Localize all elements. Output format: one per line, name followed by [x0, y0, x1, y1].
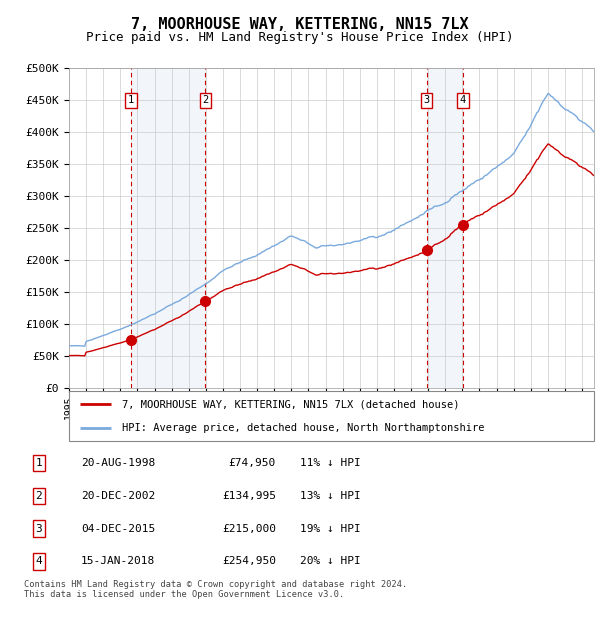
Text: 15-JAN-2018: 15-JAN-2018	[81, 556, 155, 567]
Text: 20% ↓ HPI: 20% ↓ HPI	[300, 556, 361, 567]
Bar	[131, 68, 205, 388]
Text: £215,000: £215,000	[222, 523, 276, 534]
Text: 2: 2	[35, 490, 43, 501]
Text: 20-AUG-1998: 20-AUG-1998	[81, 458, 155, 468]
Text: 2: 2	[202, 95, 208, 105]
Text: 4: 4	[35, 556, 43, 567]
Text: 04-DEC-2015: 04-DEC-2015	[81, 523, 155, 534]
Text: £74,950: £74,950	[229, 458, 276, 468]
Text: Price paid vs. HM Land Registry's House Price Index (HPI): Price paid vs. HM Land Registry's House …	[86, 31, 514, 44]
Text: 7, MOORHOUSE WAY, KETTERING, NN15 7LX (detached house): 7, MOORHOUSE WAY, KETTERING, NN15 7LX (d…	[121, 399, 459, 409]
Text: 3: 3	[35, 523, 43, 534]
Text: 4: 4	[460, 95, 466, 105]
Text: £134,995: £134,995	[222, 490, 276, 501]
Text: 11% ↓ HPI: 11% ↓ HPI	[300, 458, 361, 468]
FancyBboxPatch shape	[69, 391, 594, 441]
Text: 3: 3	[424, 95, 430, 105]
Bar	[427, 68, 463, 388]
Text: Contains HM Land Registry data © Crown copyright and database right 2024.
This d: Contains HM Land Registry data © Crown c…	[24, 580, 407, 599]
Text: 13% ↓ HPI: 13% ↓ HPI	[300, 490, 361, 501]
Text: 1: 1	[128, 95, 134, 105]
Text: HPI: Average price, detached house, North Northamptonshire: HPI: Average price, detached house, Nort…	[121, 423, 484, 433]
Text: £254,950: £254,950	[222, 556, 276, 567]
Text: 19% ↓ HPI: 19% ↓ HPI	[300, 523, 361, 534]
Text: 1: 1	[35, 458, 43, 468]
Text: 20-DEC-2002: 20-DEC-2002	[81, 490, 155, 501]
Text: 7, MOORHOUSE WAY, KETTERING, NN15 7LX: 7, MOORHOUSE WAY, KETTERING, NN15 7LX	[131, 17, 469, 32]
